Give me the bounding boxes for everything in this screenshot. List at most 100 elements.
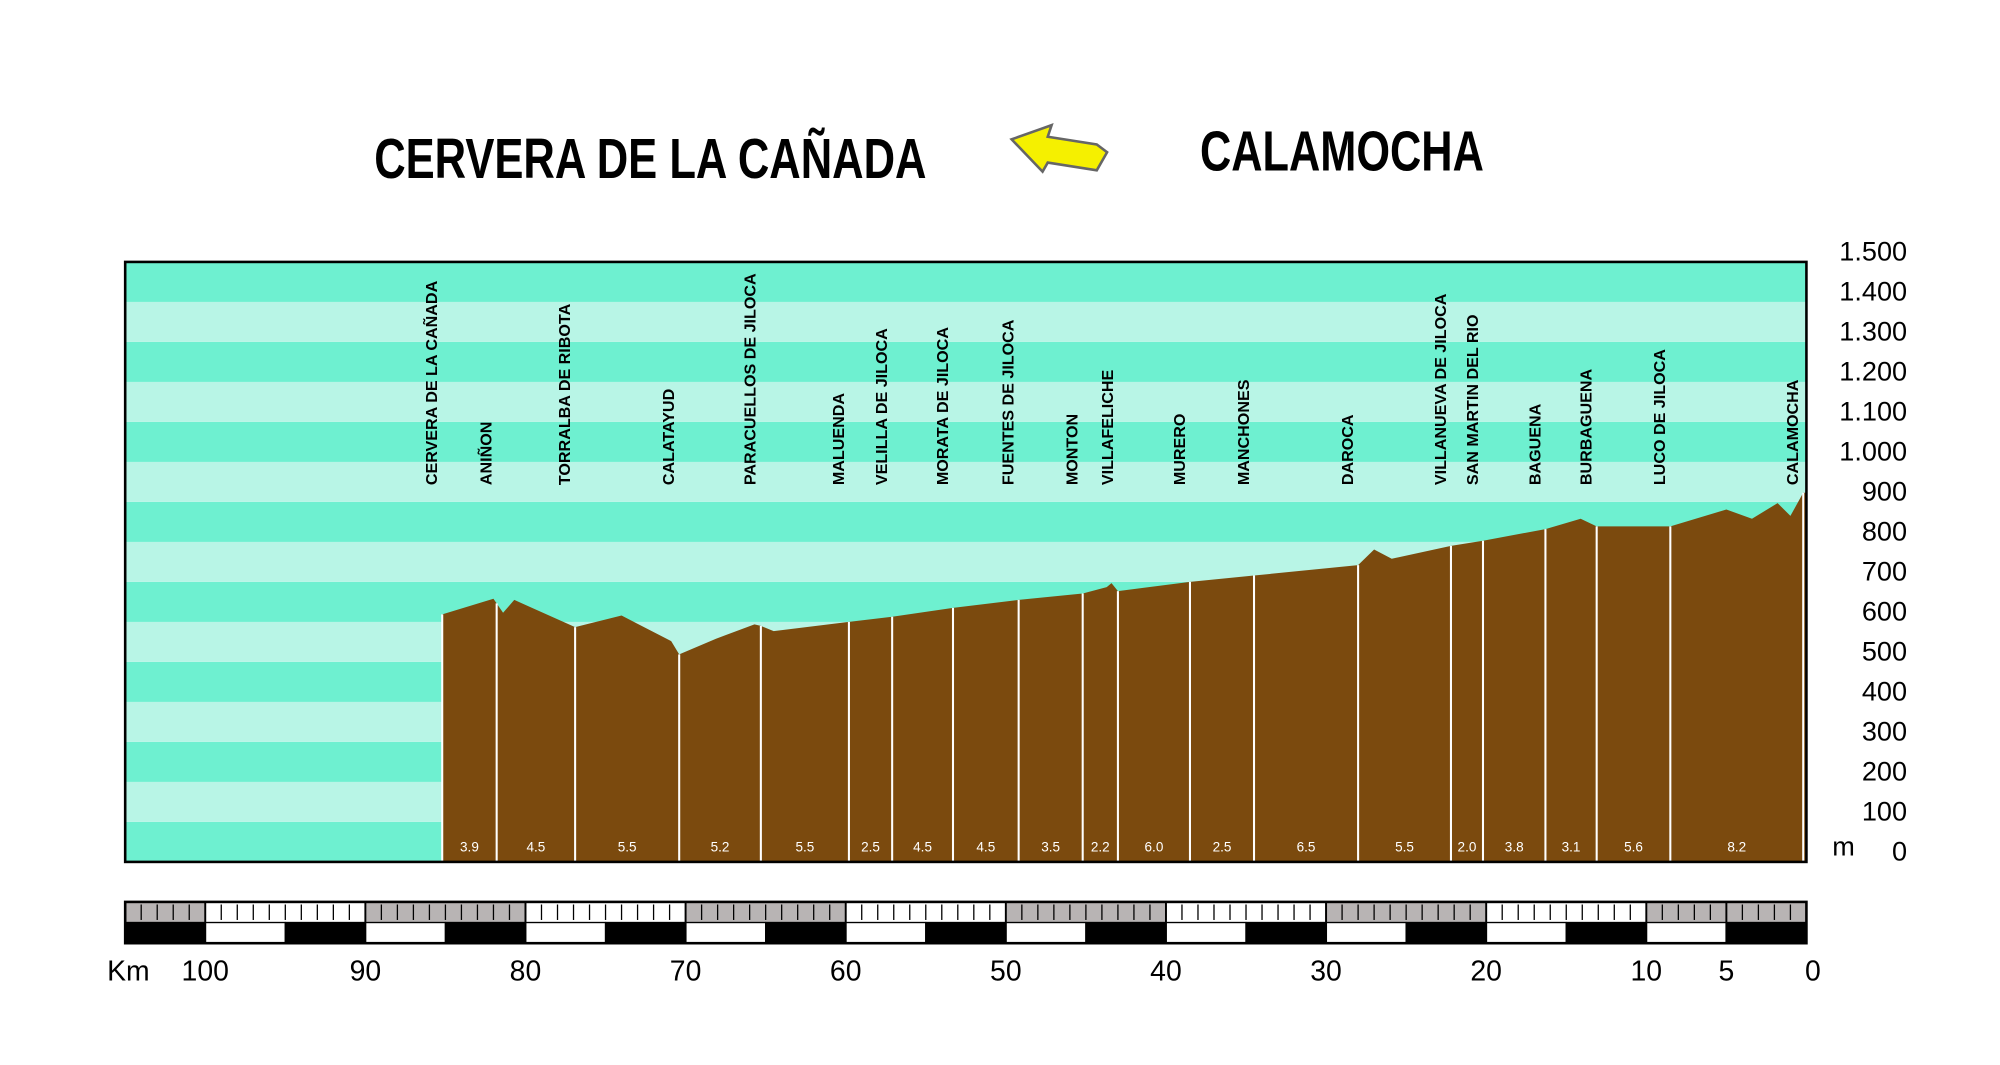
town-label: MANCHONES (1235, 379, 1253, 485)
title-right: CALAMOCHA (1200, 120, 1484, 183)
scale-block (444, 921, 527, 944)
scale-block (1485, 921, 1567, 944)
scale-block (1085, 921, 1167, 944)
segment-distance: 3.5 (1041, 840, 1060, 855)
plot-frame (123, 260, 1808, 864)
scale-bar (123, 900, 1808, 945)
y-tick-label: 1.100 (1839, 396, 1907, 427)
y-tick-label: 400 (1862, 676, 1907, 707)
scale-block (1405, 921, 1487, 944)
town-label: CERVERA DE LA CAÑADA (421, 280, 441, 485)
segment-distance: 4.5 (976, 840, 995, 855)
x-tick-label: 30 (1310, 956, 1342, 988)
y-tick-label: 900 (1862, 476, 1907, 507)
town-label: SAN MARTIN DEL RIO (1464, 314, 1482, 485)
segment-distance: 2.2 (1091, 840, 1110, 855)
y-tick-label: 500 (1862, 636, 1907, 667)
scale-block (524, 921, 607, 944)
x-tick-label: 70 (670, 956, 702, 988)
town-label: MURERO (1171, 414, 1189, 486)
town-label: TORRALBA DE RIBOTA (556, 303, 574, 485)
segment-distance: 8.2 (1727, 840, 1746, 855)
scale-block (1725, 921, 1808, 944)
segment-distance: 5.2 (711, 840, 730, 855)
town-label: VILLANUEVA DE JILOCA (1432, 293, 1450, 485)
town-label: VILLAFELICHE (1099, 369, 1117, 485)
segment-distance: 6.0 (1145, 840, 1164, 855)
segment-distance: 5.5 (1395, 840, 1414, 855)
scale-block (1245, 921, 1327, 944)
elevation-band (125, 381, 1807, 422)
town-label: MORATA DE JILOCA (934, 327, 952, 485)
scale-block (1565, 921, 1647, 944)
elevation-band (125, 341, 1807, 382)
x-tick-label: 20 (1470, 956, 1502, 988)
elevation-area (442, 492, 1807, 862)
town-label: MALUENDA (830, 393, 848, 486)
scale-block (1325, 921, 1407, 944)
segment-distance: 3.1 (1562, 840, 1581, 855)
x-tick-label: 40 (1150, 956, 1182, 988)
scale-block (604, 921, 687, 944)
y-tick-label: 1.500 (1839, 236, 1907, 267)
elevation-band (125, 301, 1807, 342)
y-tick-label: 100 (1862, 796, 1907, 827)
title-left: CERVERA DE LA CAÑADA (374, 127, 926, 191)
segment-distance: 2.5 (1213, 840, 1232, 855)
town-label: BAGUENA (1526, 403, 1544, 485)
segment-distance: 4.5 (526, 840, 545, 855)
town-label: VELILLA DE JILOCA (873, 328, 891, 485)
y-tick-label: 1.400 (1839, 276, 1907, 307)
town-label: CALATAYUD (660, 389, 678, 485)
segment-distance: 2.5 (861, 840, 880, 855)
y-tick-label: 1.200 (1839, 356, 1907, 387)
scale-block (925, 921, 1007, 944)
segment-distance: 5.5 (618, 840, 637, 855)
town-label: CALAMOCHA (1784, 379, 1802, 485)
y-tick-label: 1.000 (1839, 436, 1907, 467)
x-tick-label: 90 (350, 956, 382, 988)
town-label: ANIÑON (476, 422, 496, 486)
town-label: BURBAGUENA (1578, 368, 1596, 485)
x-tick-label: 0 (1805, 956, 1821, 988)
y-tick-label: 600 (1862, 596, 1907, 627)
y-tick-label: 1.300 (1839, 316, 1907, 347)
town-label: LUCO DE JILOCA (1651, 349, 1669, 485)
scale-block (845, 921, 927, 944)
scale-block (765, 921, 847, 944)
scale-block (124, 921, 206, 944)
town-label: PARACUELLOS DE JILOCA (742, 273, 760, 485)
x-tick-label: 60 (830, 956, 862, 988)
scale-block (124, 901, 206, 924)
x-tick-label: 5 (1718, 956, 1734, 988)
town-label: MONTON (1064, 414, 1082, 485)
x-tick-label: 80 (510, 956, 542, 988)
x-unit: Km (107, 956, 150, 988)
elevation-band (125, 461, 1807, 502)
y-tick-label: 800 (1862, 516, 1907, 547)
x-tick-label: 100 (182, 956, 229, 988)
scale-block (1645, 921, 1728, 944)
segment-distance: 5.6 (1624, 840, 1643, 855)
y-unit: m (1832, 830, 1855, 861)
scale-block (1005, 921, 1087, 944)
segment-distance: 6.5 (1297, 840, 1316, 855)
segment-distance: 2.0 (1458, 840, 1477, 855)
x-tick-label: 10 (1631, 956, 1663, 988)
scale-block (1165, 921, 1247, 944)
elevation-band (125, 261, 1807, 302)
y-tick-label: 300 (1862, 716, 1907, 747)
direction-arrow (1009, 123, 1109, 174)
town-label: DAROCA (1339, 414, 1357, 485)
scale-block (364, 921, 447, 944)
y-tick-label: 700 (1862, 556, 1907, 587)
scale-block (684, 921, 767, 944)
segment-distance: 4.5 (913, 840, 932, 855)
scale-block (284, 921, 367, 944)
x-tick-label: 50 (990, 956, 1022, 988)
segment-distance: 3.9 (460, 840, 479, 855)
segment-distance: 3.8 (1505, 840, 1524, 855)
town-label: FUENTES DE JILOCA (999, 319, 1017, 485)
y-tick-label: 0 (1892, 836, 1907, 867)
